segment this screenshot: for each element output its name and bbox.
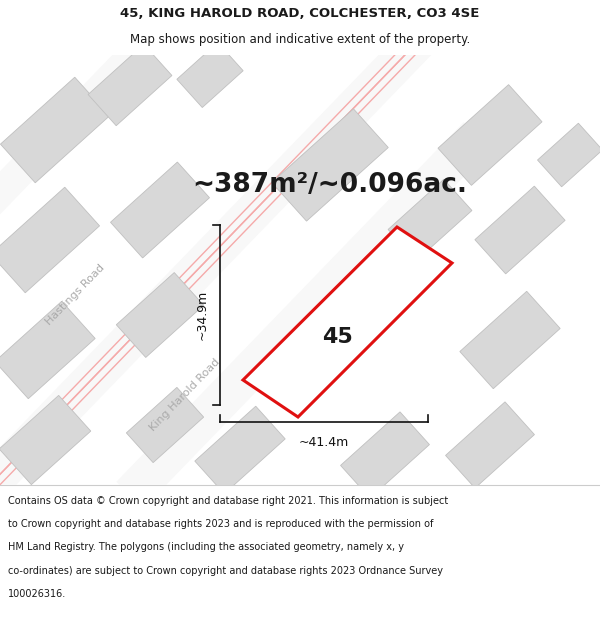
Polygon shape xyxy=(0,0,298,266)
Text: HM Land Registry. The polygons (including the associated geometry, namely x, y: HM Land Registry. The polygons (includin… xyxy=(8,542,404,552)
Text: 45, KING HAROLD ROAD, COLCHESTER, CO3 4SE: 45, KING HAROLD ROAD, COLCHESTER, CO3 4S… xyxy=(121,8,479,20)
Polygon shape xyxy=(243,227,452,417)
Text: Contains OS data © Crown copyright and database right 2021. This information is : Contains OS data © Crown copyright and d… xyxy=(8,496,448,506)
Text: 45: 45 xyxy=(322,327,353,347)
Text: to Crown copyright and database rights 2023 and is reproduced with the permissio: to Crown copyright and database rights 2… xyxy=(8,519,433,529)
Text: ~34.9m: ~34.9m xyxy=(196,290,209,340)
Polygon shape xyxy=(0,188,100,292)
Polygon shape xyxy=(116,122,491,508)
Polygon shape xyxy=(116,272,204,358)
Polygon shape xyxy=(446,402,535,488)
Polygon shape xyxy=(88,44,172,126)
Polygon shape xyxy=(272,109,388,221)
Polygon shape xyxy=(475,186,565,274)
Polygon shape xyxy=(388,179,472,261)
Polygon shape xyxy=(0,301,95,399)
Polygon shape xyxy=(1,78,110,182)
Text: Hastings Road: Hastings Road xyxy=(44,262,106,328)
Text: 100026316.: 100026316. xyxy=(8,589,66,599)
Text: co-ordinates) are subject to Crown copyright and database rights 2023 Ordnance S: co-ordinates) are subject to Crown copyr… xyxy=(8,566,443,576)
Polygon shape xyxy=(341,412,430,498)
Polygon shape xyxy=(538,123,600,187)
Polygon shape xyxy=(460,291,560,389)
Polygon shape xyxy=(110,162,209,258)
Polygon shape xyxy=(177,42,243,107)
Text: Map shows position and indicative extent of the property.: Map shows position and indicative extent… xyxy=(130,33,470,46)
Polygon shape xyxy=(322,263,398,337)
Polygon shape xyxy=(438,84,542,186)
Polygon shape xyxy=(0,396,91,484)
Text: ~41.4m: ~41.4m xyxy=(299,436,349,449)
Text: King Harold Road: King Harold Road xyxy=(148,357,222,433)
Polygon shape xyxy=(127,388,203,462)
Polygon shape xyxy=(195,406,285,494)
Polygon shape xyxy=(0,0,480,508)
Text: ~387m²/~0.096ac.: ~387m²/~0.096ac. xyxy=(193,172,467,198)
